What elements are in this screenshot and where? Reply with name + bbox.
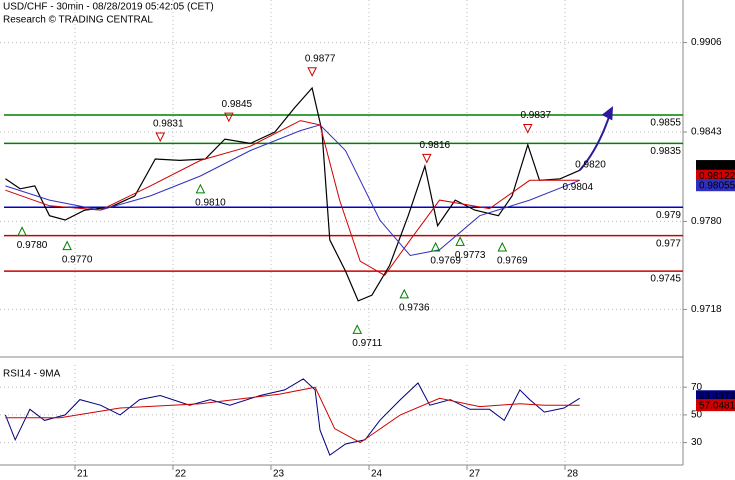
y-tick-label: 0.9780	[691, 216, 722, 227]
annotation-label: 0.9845	[222, 99, 253, 110]
x-tick-label: 24	[371, 469, 383, 480]
level-label: 0.9855	[650, 118, 681, 129]
series-line	[5, 120, 580, 277]
annotation-label: 0.9831	[153, 119, 184, 130]
x-tick-label: 23	[273, 469, 285, 480]
annotation-label: 0.9837	[520, 110, 551, 121]
price-box	[696, 179, 735, 192]
series-line	[4, 378, 580, 456]
x-tick-label: 27	[469, 469, 481, 480]
y-tick-label: 0.9843	[691, 127, 722, 138]
annotation-label: 0.9711	[352, 338, 382, 349]
low-marker	[17, 226, 27, 236]
x-tick-label: 28	[567, 469, 579, 480]
annotation-label: 0.9804	[562, 182, 593, 193]
price-label: 57.0481	[699, 400, 735, 411]
chart-title: USD/CHF - 30min - 08/28/2019 05:42:05 (C…	[3, 2, 214, 13]
price-label: 0.98055	[699, 180, 735, 191]
price-label: 0.9819	[699, 161, 730, 172]
price-label: 0.98122	[699, 171, 735, 182]
annotation-label: 0.9736	[399, 303, 430, 314]
annotation-label: 0.9780	[17, 240, 48, 251]
level-label: 0.9835	[650, 146, 681, 157]
series-line	[5, 124, 580, 257]
high-marker	[422, 153, 432, 164]
low-marker	[430, 241, 441, 252]
x-tick-label: 22	[175, 469, 187, 480]
low-marker	[352, 324, 363, 334]
low-marker	[455, 236, 465, 246]
price-box	[696, 160, 735, 173]
annotation-label: 0.9770	[62, 254, 93, 265]
high-marker	[155, 132, 166, 143]
annotation-label: 0.9810	[195, 197, 226, 208]
low-marker	[399, 288, 410, 299]
y-tick-label: 0.9718	[691, 304, 722, 315]
y-tick-label: 0.9906	[691, 37, 722, 48]
series-line	[5, 386, 580, 444]
chart-subtitle: Research © TRADING CENTRAL	[3, 15, 153, 26]
low-marker	[195, 183, 206, 194]
price-label: 63.4373	[699, 391, 735, 402]
annotation-label: 0.9773	[455, 250, 486, 261]
price-box	[696, 169, 735, 182]
annotation-label: 0.9769	[430, 256, 461, 267]
high-marker	[307, 67, 317, 77]
y-tick-label: 70	[691, 382, 703, 393]
low-marker	[62, 240, 72, 251]
annotation-label: 0.9877	[305, 53, 336, 64]
annotation-label: 0.9816	[420, 140, 451, 151]
forecast-arrowhead	[601, 106, 613, 121]
level-label: 0.979	[656, 210, 681, 221]
level-label: 0.9745	[650, 274, 681, 285]
y-tick-label: 50	[691, 410, 703, 421]
low-marker	[497, 241, 508, 252]
price-box	[696, 399, 735, 412]
x-tick-label: 21	[77, 469, 89, 480]
panel-title: RSI14 - 9MA	[3, 369, 61, 380]
level-label: 0.977	[656, 238, 681, 249]
annotation-label: 0.9820	[575, 159, 606, 170]
annotation-label: 0.9769	[497, 256, 528, 267]
y-tick-label: 30	[691, 437, 703, 448]
high-marker	[522, 124, 533, 134]
high-marker	[224, 112, 234, 123]
